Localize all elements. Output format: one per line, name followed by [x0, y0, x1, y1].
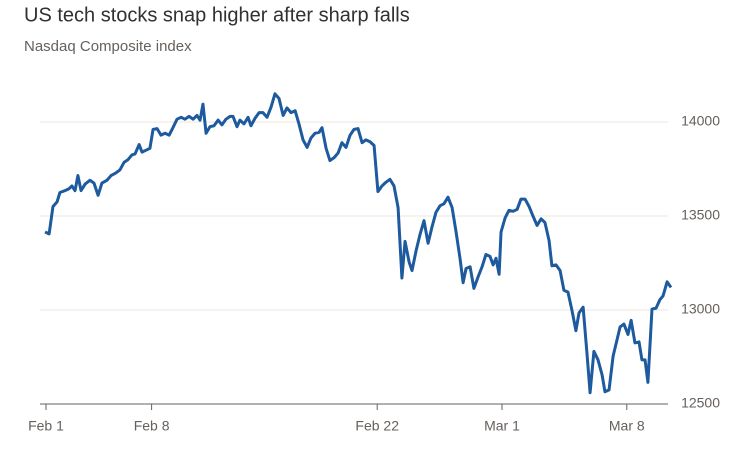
- line-series: [44, 92, 673, 395]
- x-tick-label: Feb 22: [355, 418, 399, 434]
- y-tick-label: 13000: [681, 301, 720, 317]
- x-tick-label: Feb 8: [134, 418, 170, 434]
- x-tick-label: Mar 1: [484, 418, 520, 434]
- x-tick-label: Feb 1: [28, 418, 64, 434]
- x-tick-label: Mar 8: [609, 418, 645, 434]
- chart-subtitle: Nasdaq Composite index: [24, 38, 192, 55]
- y-tick-label: 12500: [681, 395, 720, 411]
- y-tick-label: 14000: [681, 113, 720, 129]
- chart-title: US tech stocks snap higher after sharp f…: [24, 4, 410, 26]
- y-tick-label: 13500: [681, 207, 720, 223]
